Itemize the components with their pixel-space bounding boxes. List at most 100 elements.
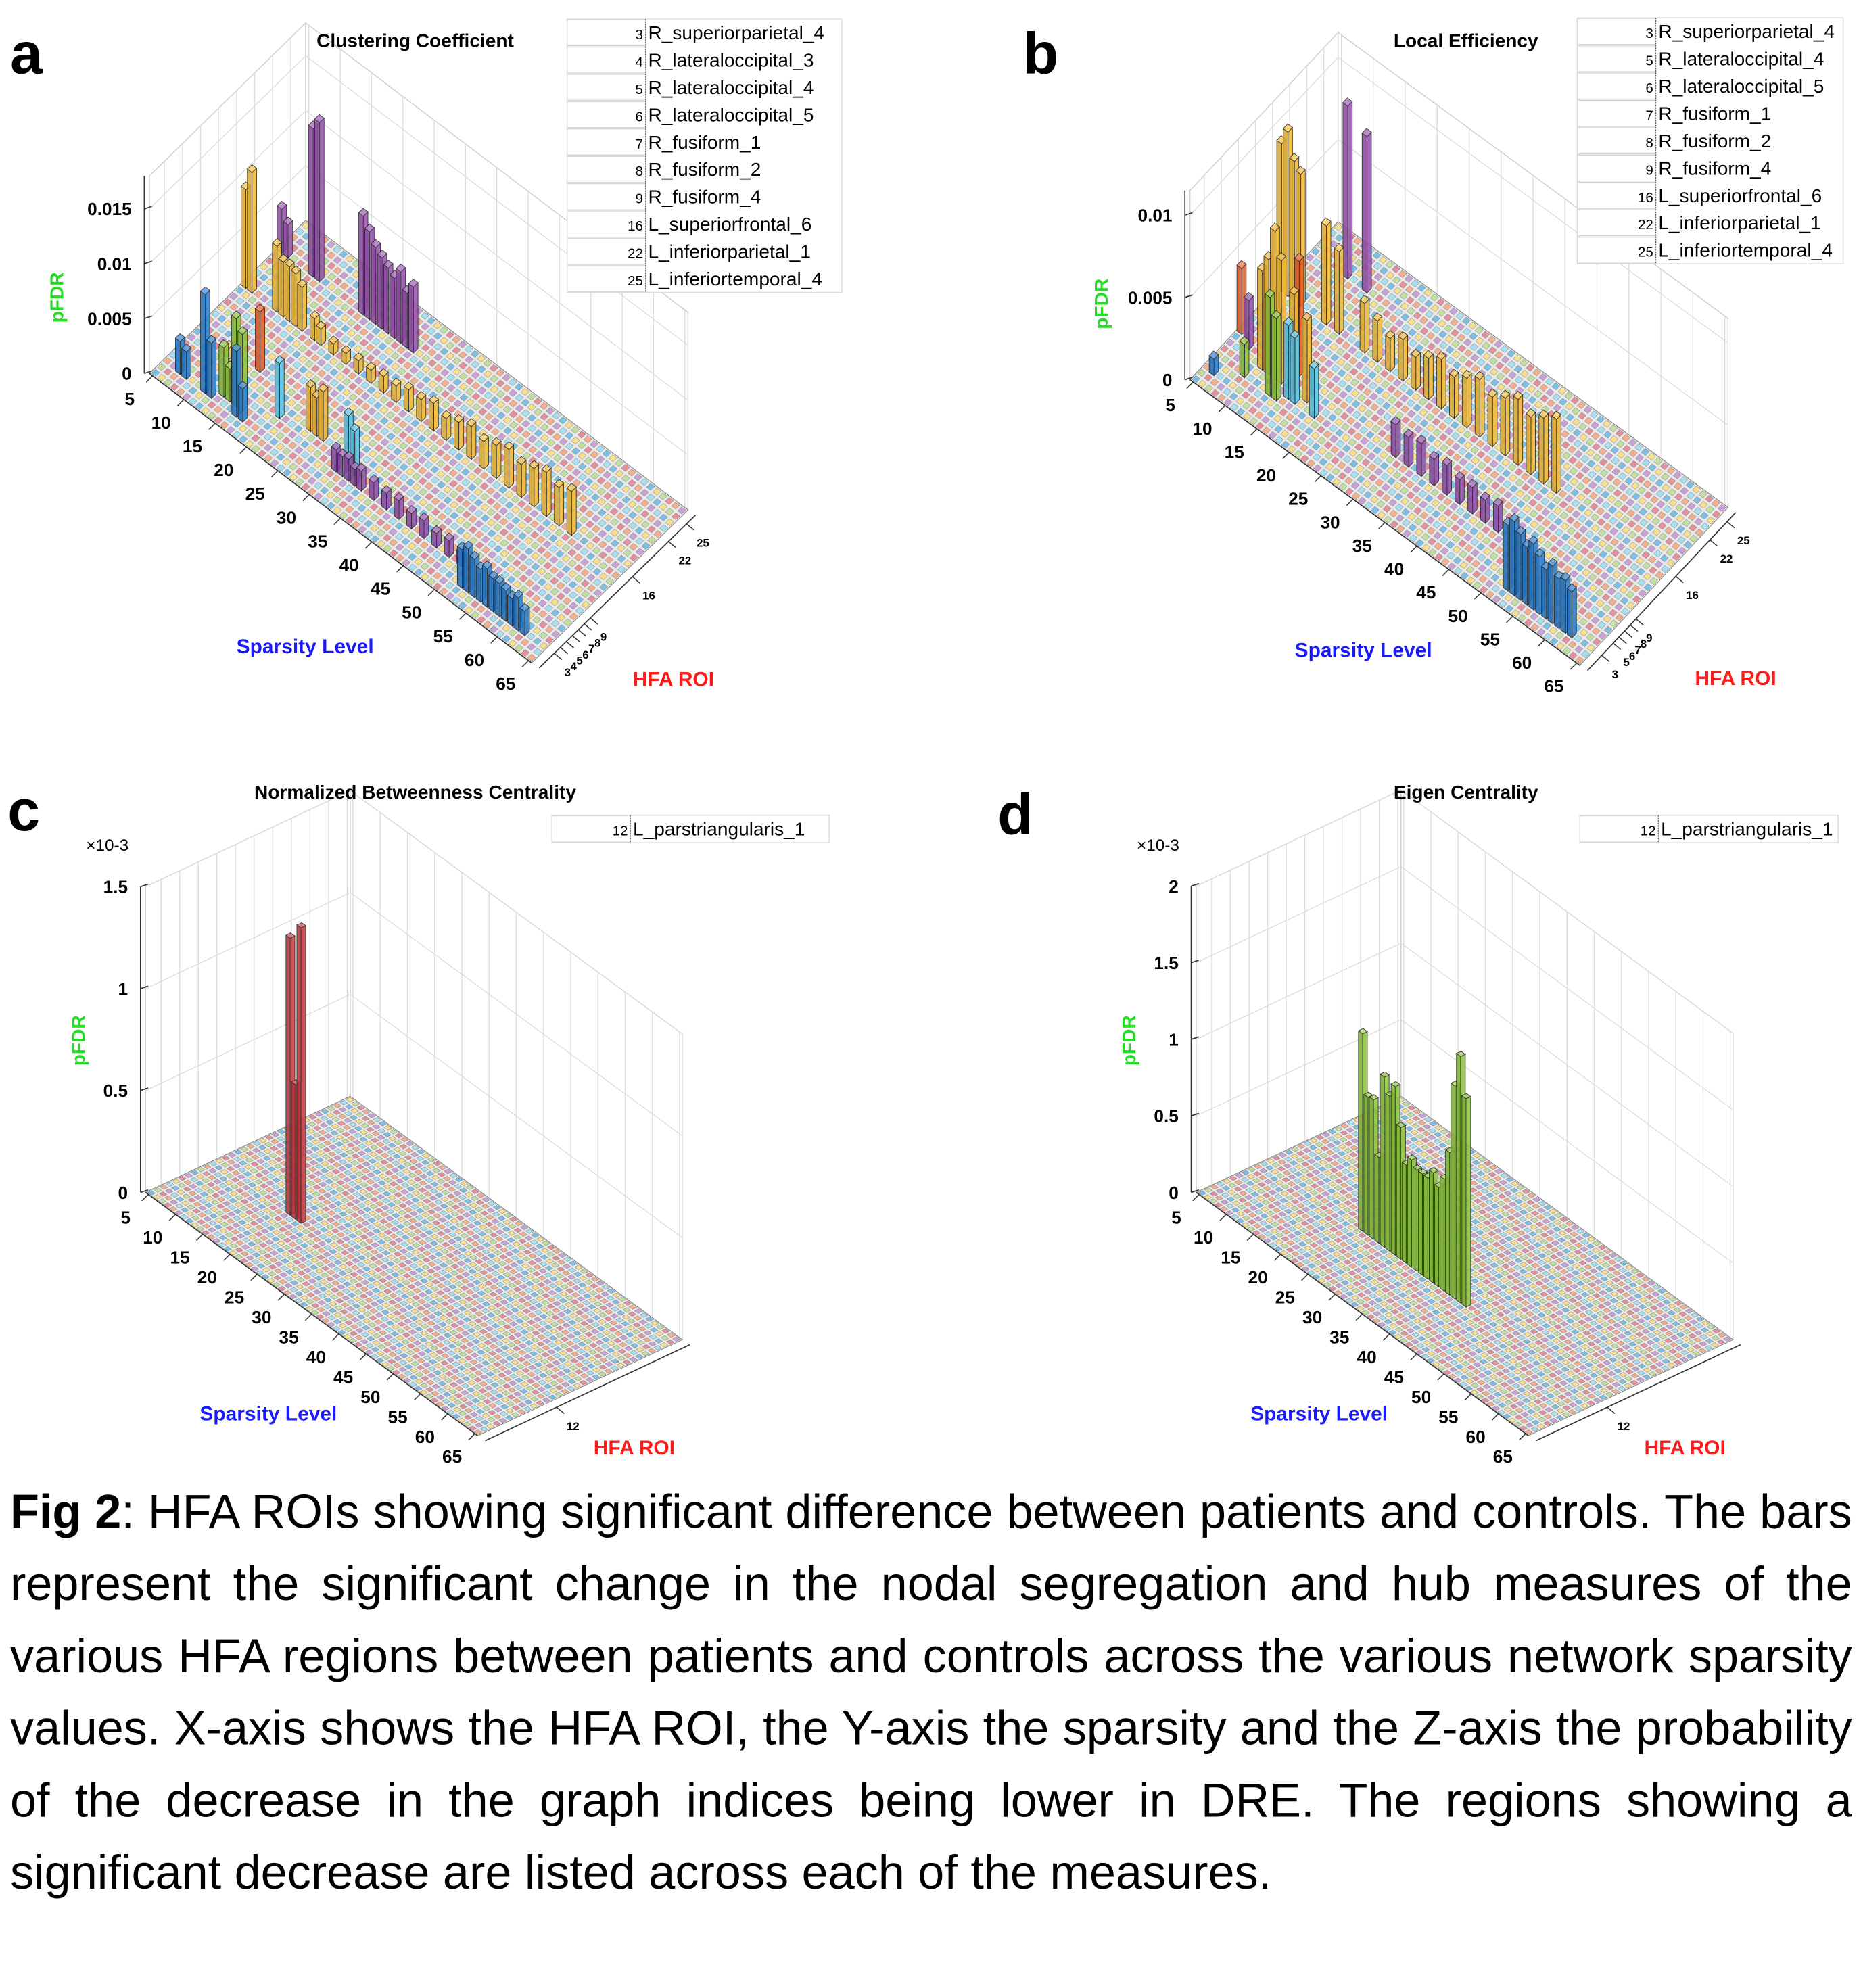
floor-tile (348, 393, 358, 401)
floor-tile (622, 527, 632, 536)
floor-tile (189, 398, 198, 405)
floor-tile (306, 434, 316, 442)
floor-tile (336, 405, 346, 413)
floor-tile (469, 536, 478, 544)
floor-tile (652, 488, 661, 496)
floor-tile (473, 477, 483, 486)
legend-swatch (1576, 72, 1657, 100)
floor-tile (304, 360, 314, 368)
floor-tile (518, 553, 527, 561)
floor-tile (276, 442, 285, 450)
roi-tick (1630, 624, 1639, 632)
floor-tile (400, 473, 409, 481)
floor-tile (464, 596, 473, 604)
legend-roi-name: R_superiorparietal_4 (648, 22, 824, 43)
bar-side (1372, 316, 1378, 363)
floor-tile (540, 402, 548, 410)
bar-top (383, 260, 394, 269)
floor-tile (615, 491, 625, 499)
floor-tile (442, 443, 451, 451)
floor-tile (335, 362, 345, 371)
floor-tile (320, 475, 329, 484)
floor-tile (617, 544, 626, 552)
bar-front (302, 282, 308, 333)
floor-tile (565, 453, 574, 461)
floor-tile (471, 392, 481, 400)
floor-tile (596, 445, 605, 453)
floor-tile (552, 412, 561, 420)
floor-tile (517, 500, 526, 508)
bar-side (1560, 576, 1566, 634)
floor-tile (465, 377, 474, 385)
floor-tile (405, 435, 414, 444)
floor-tile (363, 509, 373, 517)
bar-front (559, 482, 565, 527)
bar-front (319, 117, 325, 283)
floor-tile (294, 435, 303, 444)
bar-side (1257, 267, 1263, 371)
bar-front (1415, 352, 1421, 392)
bar (1385, 330, 1396, 373)
sparsity-tick (1538, 639, 1545, 646)
floor-tile (555, 528, 564, 537)
bar-side (278, 258, 284, 318)
floor-tile (386, 422, 396, 429)
floor-tile (344, 484, 354, 492)
sparsity-tick-label: 25 (245, 483, 265, 504)
floor-tile (360, 392, 370, 400)
floor-tile (367, 418, 377, 426)
floor-tile (176, 377, 185, 385)
floor-tile (548, 534, 558, 542)
floor-tile (342, 388, 352, 396)
floor-tile (591, 515, 600, 523)
floor-tile (406, 478, 415, 486)
legend-roi-number: 6 (1645, 80, 1653, 96)
floor-tile (409, 356, 419, 364)
bar-top (199, 286, 210, 295)
floor-tile (292, 350, 301, 358)
floor-tile (393, 458, 402, 467)
floor-tile (346, 266, 354, 274)
floor-tile (398, 410, 407, 418)
floor-tile (571, 436, 580, 444)
bar-side (516, 460, 522, 498)
floor-tile (486, 508, 496, 516)
floor-tile (339, 261, 348, 269)
legend-roi-number: 3 (636, 27, 643, 43)
floor-tile (335, 373, 345, 381)
floor-tile (551, 630, 560, 638)
floor-tile (586, 542, 595, 550)
floor-tile (646, 494, 655, 502)
z-tick (144, 370, 152, 375)
floor-tile (353, 334, 362, 342)
floor-tile (321, 300, 331, 308)
floor-tile (532, 605, 541, 613)
roi-tick (565, 641, 575, 648)
floor-tile (301, 461, 310, 469)
floor-tile (558, 417, 567, 425)
floor-tile (580, 526, 588, 534)
roi-tick-label: 25 (1737, 534, 1750, 547)
floor-tile (339, 271, 348, 279)
floor-tile (285, 346, 295, 354)
floor-tile (511, 527, 521, 536)
bar-top (174, 333, 185, 342)
sparsity-tick-label: 20 (1256, 465, 1276, 486)
floor-tile (533, 648, 542, 656)
floor-tile (584, 478, 594, 486)
floor-tile (452, 357, 461, 365)
floor-tile (326, 502, 335, 510)
floor-tile (437, 481, 446, 489)
floor-tile (333, 245, 342, 254)
floor-tile (528, 446, 538, 454)
floor-tile (346, 276, 355, 284)
floor-tile (489, 625, 498, 633)
floor-tile (415, 371, 425, 379)
bar-side (554, 483, 560, 527)
floor-tile (640, 510, 650, 518)
legend-swatch (566, 74, 646, 101)
floor-tile (462, 521, 471, 529)
floor-tile (532, 594, 541, 602)
bar-side (174, 337, 181, 375)
floor-tile (390, 341, 400, 350)
